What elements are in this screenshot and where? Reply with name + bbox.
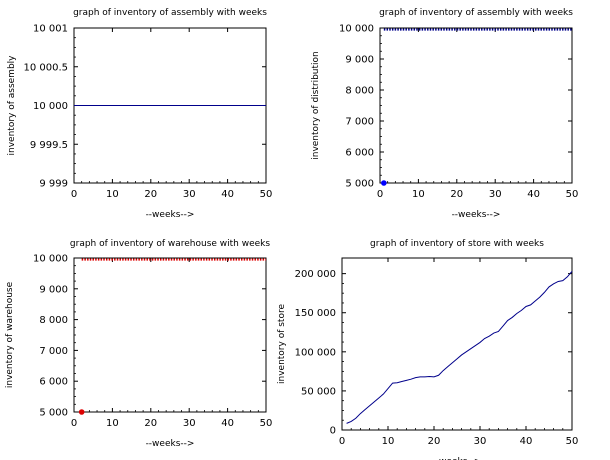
y-tick-label: 10 001 — [33, 24, 68, 35]
plot-frame — [73, 257, 267, 413]
x-tick-label: 20 — [144, 418, 157, 429]
y-tick-label: 9 999.5 — [30, 140, 68, 151]
x-tick-label: 40 — [221, 418, 234, 429]
x-tick-label: 10 — [382, 436, 395, 447]
chart-title: graph of inventory of store with weeks — [370, 239, 544, 249]
x-tick-label: 30 — [489, 189, 502, 200]
y-tick-label: 5 000 — [345, 179, 374, 190]
y-tick-label: 7 000 — [345, 117, 374, 128]
x-tick-label: 20 — [450, 189, 463, 200]
x-tick-label: 10 — [106, 418, 119, 429]
y-tick-label: 100 000 — [295, 347, 336, 358]
x-tick-label: 30 — [183, 418, 196, 429]
chart-2: graph of inventory of assembly with week… — [311, 8, 578, 220]
x-tick-label: 0 — [377, 189, 383, 200]
y-tick-label: 8 000 — [345, 86, 374, 97]
y-tick-label: 7 000 — [39, 346, 68, 357]
x-tick-label: 40 — [527, 189, 540, 200]
x-axis-label: --weeks--> — [146, 210, 195, 220]
y-tick-label: 6 000 — [39, 377, 68, 388]
y-tick-label: 10 000 — [33, 101, 68, 112]
data-point — [78, 409, 85, 415]
chart-title: graph of inventory of assembly with week… — [379, 8, 573, 18]
y-tick-label: 50 000 — [301, 386, 336, 397]
chart-title: graph of inventory of assembly with week… — [73, 8, 267, 18]
y-axis-label: inventory of warehouse — [5, 281, 15, 388]
y-tick-label: 9 999 — [39, 179, 68, 190]
plot-frame — [341, 257, 573, 431]
plot-frame — [379, 27, 573, 184]
x-axis-label: --weeks--> — [433, 457, 482, 460]
y-tick-label: 6 000 — [345, 148, 374, 159]
x-tick-label: 20 — [428, 436, 441, 447]
y-tick-label: 150 000 — [295, 308, 336, 319]
chart-1: graph of inventory of assembly with week… — [7, 8, 272, 220]
y-tick-label: 200 000 — [295, 269, 336, 280]
x-tick-label: 0 — [71, 189, 77, 200]
x-tick-label: 0 — [71, 418, 77, 429]
series-line — [346, 270, 573, 424]
chart-title: graph of inventory of warehouse with wee… — [70, 239, 270, 249]
x-tick-label: 30 — [474, 436, 487, 447]
chart-3: graph of inventory of warehouse with wee… — [5, 239, 272, 449]
y-tick-label: 10 000.5 — [23, 62, 68, 73]
y-tick-label: 5 000 — [39, 408, 68, 419]
x-tick-label: 50 — [566, 189, 579, 200]
y-axis-label: inventory of assembly — [7, 55, 17, 156]
x-tick-label: 50 — [566, 436, 579, 447]
x-axis-label: --weeks--> — [146, 439, 195, 449]
x-tick-label: 50 — [260, 189, 273, 200]
x-tick-label: 40 — [520, 436, 533, 447]
y-axis-label: inventory of store — [277, 304, 287, 384]
data-point — [381, 180, 387, 186]
y-tick-label: 10 000 — [339, 24, 374, 35]
y-tick-label: 9 000 — [39, 284, 68, 295]
y-axis-label: inventory of distribution — [311, 51, 321, 160]
x-tick-label: 10 — [106, 189, 119, 200]
x-axis-label: --weeks--> — [452, 210, 501, 220]
y-tick-label: 0 — [330, 426, 336, 437]
x-tick-label: 40 — [221, 189, 234, 200]
x-tick-label: 0 — [339, 436, 345, 447]
y-tick-label: 8 000 — [39, 315, 68, 326]
x-tick-label: 10 — [412, 189, 425, 200]
y-tick-label: 10 000 — [33, 254, 68, 265]
y-tick-label: 9 000 — [345, 55, 374, 66]
chart-4: graph of inventory of store with weeks 0 1… — [277, 239, 578, 460]
x-tick-label: 20 — [144, 189, 157, 200]
x-tick-label: 30 — [183, 189, 196, 200]
x-tick-label: 50 — [260, 418, 273, 429]
